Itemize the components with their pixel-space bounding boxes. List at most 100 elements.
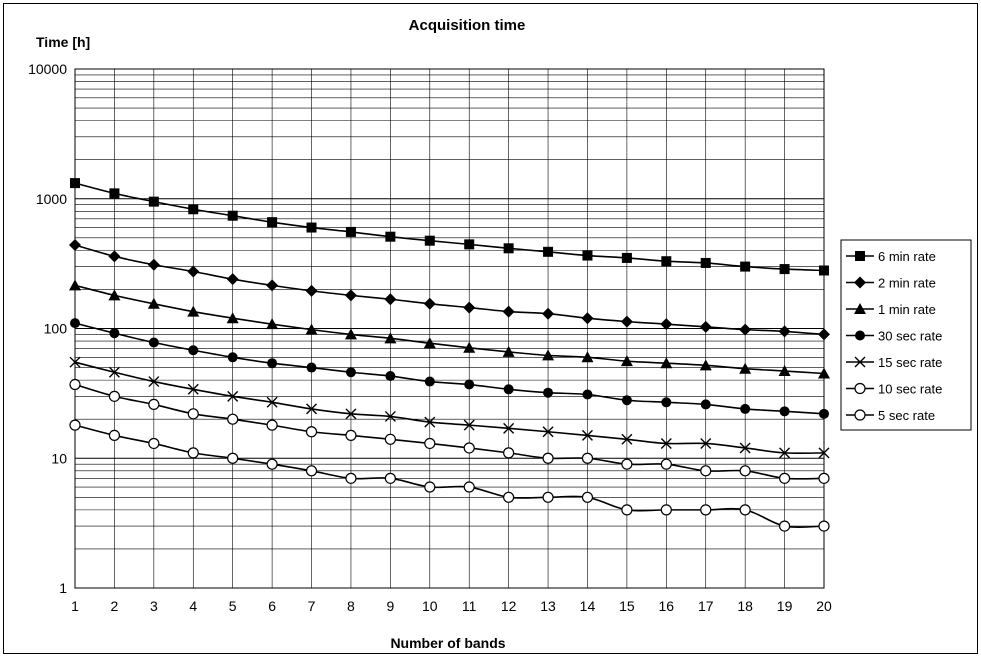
data-point — [305, 426, 318, 438]
data-point — [700, 399, 711, 410]
data-point — [542, 426, 554, 438]
data-point — [384, 332, 397, 344]
data-point — [779, 447, 791, 459]
data-point — [779, 406, 790, 417]
data-point — [266, 318, 279, 330]
data-point — [266, 396, 278, 408]
data-point — [463, 442, 475, 454]
x-marker-stroke — [463, 419, 475, 431]
x-marker-stroke — [227, 390, 239, 402]
data-point — [542, 491, 554, 503]
data-point — [266, 279, 279, 292]
legend-marker — [854, 303, 866, 314]
data-point — [778, 325, 791, 338]
data-point — [739, 442, 751, 454]
data-point — [69, 419, 81, 431]
legend-marker — [854, 382, 866, 395]
data-point — [660, 458, 672, 470]
y-tick-label: 1000 — [36, 191, 67, 207]
x-marker-stroke — [779, 447, 791, 459]
data-point — [503, 447, 515, 459]
data-point — [267, 358, 278, 369]
legend-item-30-sec-rate: 30 sec rate — [846, 329, 942, 344]
data-point — [305, 465, 318, 477]
data-point — [503, 422, 515, 434]
data-point — [108, 366, 120, 378]
data-point — [187, 447, 199, 459]
legend-label: 1 min rate — [878, 302, 936, 317]
x-marker-stroke — [345, 408, 357, 420]
series-6-min-rate — [70, 178, 829, 276]
data-point — [266, 458, 278, 470]
data-point — [345, 367, 356, 378]
data-point — [699, 359, 712, 371]
data-point — [778, 520, 791, 532]
data-point — [70, 318, 80, 329]
x-marker-stroke — [700, 437, 712, 449]
x-tick-label: 13 — [540, 598, 556, 614]
chart-title: Acquisition time — [409, 17, 526, 34]
x-tick-label: 19 — [777, 598, 793, 614]
series-layer — [69, 178, 830, 532]
data-point — [345, 408, 357, 420]
y-tick-label: 10 — [51, 450, 67, 466]
data-point — [660, 357, 673, 369]
data-point — [385, 231, 396, 242]
x-marker-stroke — [384, 410, 396, 422]
data-point — [227, 390, 239, 402]
data-point — [700, 465, 712, 477]
x-marker-stroke — [266, 396, 278, 408]
legend-label: 30 sec rate — [878, 329, 942, 344]
y-tick-label: 1 — [59, 580, 67, 596]
data-point — [148, 337, 159, 348]
data-point — [424, 376, 435, 387]
data-point — [740, 261, 751, 272]
data-point — [463, 341, 476, 353]
legend-label: 6 min rate — [878, 249, 936, 264]
data-point — [700, 257, 711, 268]
data-point — [464, 239, 475, 250]
data-point — [226, 273, 239, 286]
data-point — [226, 312, 239, 324]
data-point — [700, 504, 712, 516]
data-point — [108, 429, 121, 442]
data-point — [503, 384, 514, 395]
data-point — [543, 246, 554, 257]
data-point — [581, 491, 594, 503]
data-point — [306, 362, 317, 373]
legend-label: 10 sec rate — [878, 382, 942, 397]
data-point — [423, 297, 436, 310]
data-point — [621, 458, 633, 470]
data-point — [187, 305, 200, 317]
data-point — [148, 376, 160, 388]
data-point — [424, 416, 436, 428]
series-line — [74, 424, 825, 529]
data-point — [227, 452, 239, 464]
data-point — [542, 349, 555, 361]
data-point — [69, 378, 81, 391]
legend-label: 2 min rate — [878, 276, 936, 291]
data-point — [739, 323, 752, 336]
data-point — [69, 239, 81, 252]
legend-label: 5 sec rate — [878, 408, 935, 423]
data-point — [188, 345, 199, 356]
data-point — [700, 437, 712, 449]
data-point — [305, 284, 318, 297]
x-tick-label: 11 — [462, 598, 477, 614]
data-point — [108, 250, 121, 263]
legend-marker — [855, 330, 865, 341]
data-point — [739, 362, 752, 374]
data-point — [384, 293, 397, 306]
data-point — [542, 307, 555, 320]
data-point — [306, 222, 317, 233]
data-point — [109, 188, 120, 199]
data-point — [345, 472, 357, 484]
data-point — [818, 447, 830, 459]
data-point — [543, 387, 554, 398]
data-point — [385, 371, 396, 382]
data-point — [778, 472, 791, 484]
x-tick-label: 5 — [229, 598, 237, 614]
series-2-min-rate — [69, 239, 830, 341]
x-marker-stroke — [621, 433, 633, 445]
